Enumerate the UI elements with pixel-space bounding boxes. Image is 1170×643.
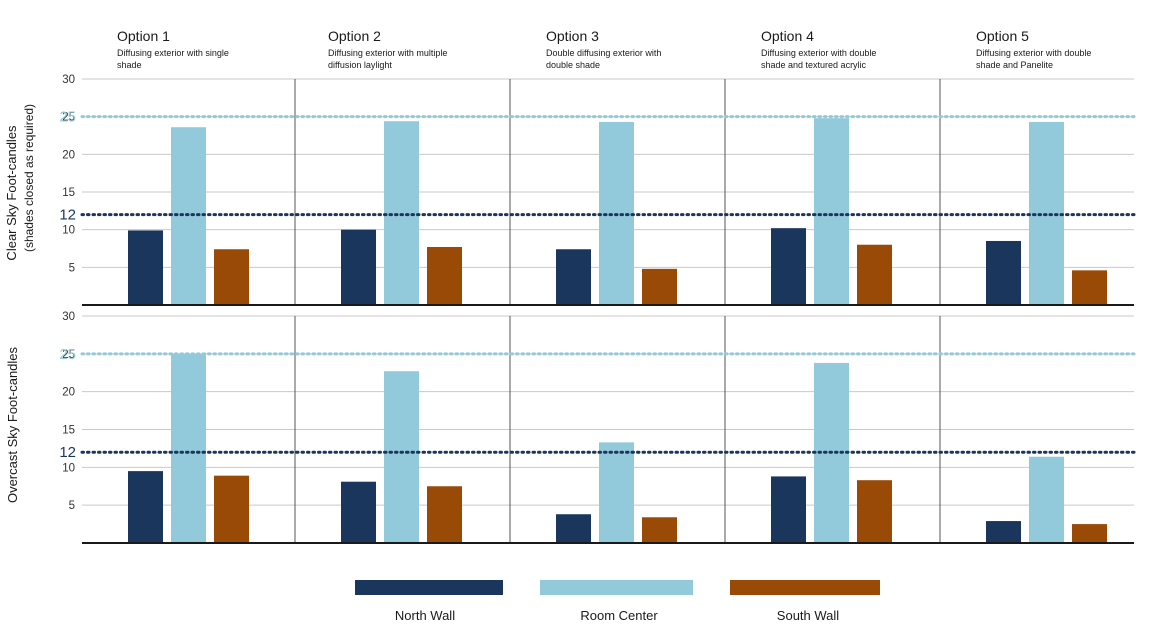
bar-option1-north-wall xyxy=(128,230,163,305)
bar-option3-south-wall xyxy=(642,268,677,305)
legend-label: Room Center xyxy=(580,608,658,623)
bar-option1-north-wall xyxy=(128,471,163,543)
legend-swatch xyxy=(730,580,880,595)
bar-option3-room-center xyxy=(599,442,634,543)
bar-option2-room-center xyxy=(384,121,419,305)
y-axis-label: Clear Sky Foot-candles xyxy=(4,125,19,261)
legend-label: South Wall xyxy=(777,608,839,623)
option-title: Option 3 xyxy=(546,28,599,44)
legend-swatch xyxy=(355,580,503,595)
y-tick-label: 25 xyxy=(62,112,75,124)
y-axis-sublabel: (shades closed as required) xyxy=(22,104,36,252)
option-title: Option 5 xyxy=(976,28,1029,44)
bar-option2-north-wall xyxy=(341,229,376,305)
bar-option4-north-wall xyxy=(771,476,806,543)
bar-option5-south-wall xyxy=(1072,270,1107,305)
y-tick-label: 10 xyxy=(62,225,75,237)
bar-option2-south-wall xyxy=(427,246,462,305)
legend-swatch xyxy=(540,580,693,595)
bar-option1-room-center xyxy=(171,353,206,543)
y-tick-label: 25 xyxy=(62,349,75,361)
option-description: Diffusing exterior with single xyxy=(117,48,229,58)
option-title: Option 2 xyxy=(328,28,381,44)
bar-option4-south-wall xyxy=(857,480,892,543)
bar-option3-south-wall xyxy=(642,517,677,543)
reference-line-label: 12 xyxy=(59,444,76,461)
bar-option2-room-center xyxy=(384,371,419,543)
option-title: Option 4 xyxy=(761,28,814,44)
bar-option2-north-wall xyxy=(341,481,376,543)
option-description: Double diffusing exterior with xyxy=(546,48,661,58)
option-description: diffusion laylight xyxy=(328,60,392,70)
y-tick-label: 20 xyxy=(62,149,75,161)
y-tick-label: 15 xyxy=(62,425,75,437)
reference-line-label: 12 xyxy=(59,207,76,224)
bar-option5-north-wall xyxy=(986,240,1021,305)
bar-option1-south-wall xyxy=(214,475,249,543)
bar-option4-north-wall xyxy=(771,228,806,305)
y-tick-label: 30 xyxy=(62,311,75,323)
y-tick-label: 10 xyxy=(62,462,75,474)
bar-option3-north-wall xyxy=(556,514,591,543)
bar-option2-south-wall xyxy=(427,486,462,543)
option-description: Diffusing exterior with double xyxy=(976,48,1091,58)
option-description: Diffusing exterior with double xyxy=(761,48,876,58)
bar-option4-room-center xyxy=(814,118,849,305)
legend-label: North Wall xyxy=(395,608,455,623)
y-tick-label: 5 xyxy=(69,262,75,274)
reference-line-label: 25 xyxy=(59,346,76,363)
bar-option5-room-center xyxy=(1029,456,1064,543)
y-tick-label: 20 xyxy=(62,387,75,399)
bar-option4-south-wall xyxy=(857,244,892,305)
y-tick-label: 5 xyxy=(69,500,75,512)
bar-option1-room-center xyxy=(171,127,206,305)
bar-option5-south-wall xyxy=(1072,524,1107,543)
bar-option3-north-wall xyxy=(556,249,591,305)
option-description: Diffusing exterior with multiple xyxy=(328,48,447,58)
option-description: double shade xyxy=(546,60,600,70)
y-tick-label: 15 xyxy=(62,187,75,199)
option-description: shade xyxy=(117,60,142,70)
bar-option1-south-wall xyxy=(214,249,249,305)
y-axis-label: Overcast Sky Foot-candles xyxy=(5,346,20,503)
option-title: Option 1 xyxy=(117,28,170,44)
bar-option5-north-wall xyxy=(986,521,1021,543)
y-tick-label: 30 xyxy=(62,74,75,86)
option-description: shade and textured acrylic xyxy=(761,60,867,70)
reference-line-label: 25 xyxy=(59,109,76,126)
option-description: shade and Panelite xyxy=(976,60,1053,70)
